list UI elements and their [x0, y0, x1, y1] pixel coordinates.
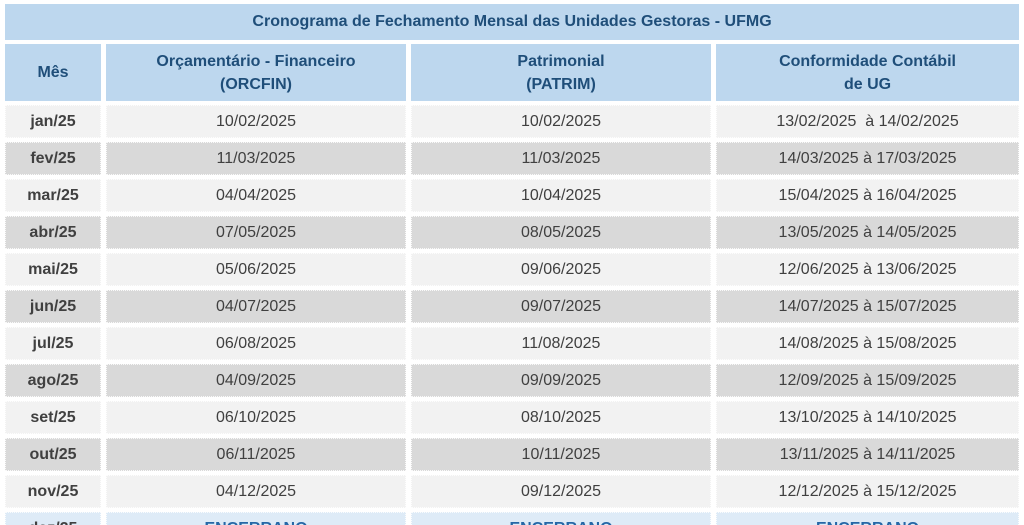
orcfin-cell: 05/06/2025	[106, 253, 406, 286]
conformidade-cell: 13/10/2025 à 14/10/2025	[716, 401, 1020, 434]
table-title: Cronograma de Fechamento Mensal das Unid…	[5, 4, 1020, 40]
column-header-patrim-line2: (PATRIM)	[526, 75, 596, 93]
month-cell: abr/25	[5, 216, 101, 249]
month-cell: nov/25	[5, 475, 101, 508]
conformidade-cell: 14/08/2025 à 15/08/2025	[716, 327, 1020, 360]
orcfin-cell: 06/08/2025	[106, 327, 406, 360]
patrim-cell: 11/03/2025	[411, 142, 711, 175]
table-row-mai: mai/25 05/06/2025 09/06/2025 12/06/2025 …	[5, 253, 1020, 286]
conformidade-cell: 12/06/2025 à 13/06/2025	[716, 253, 1020, 286]
conformidade-cell: 14/03/2025 à 17/03/2025	[716, 142, 1020, 175]
conformidade-cell: 13/02/2025 à 14/02/2025	[716, 105, 1020, 138]
table-row-abr: abr/25 07/05/2025 08/05/2025 13/05/2025 …	[5, 216, 1020, 249]
month-cell: mai/25	[5, 253, 101, 286]
month-cell: mar/25	[5, 179, 101, 212]
conformidade-cell: 15/04/2025 à 16/04/2025	[716, 179, 1020, 212]
month-cell: out/25	[5, 438, 101, 471]
patrim-cell: 10/02/2025	[411, 105, 711, 138]
column-header-orcfin-line2: (ORCFIN)	[220, 75, 292, 93]
table-row-nov: nov/25 04/12/2025 09/12/2025 12/12/2025 …	[5, 475, 1020, 508]
column-header-orcfin: Orçamentário - Financeiro (ORCFIN)	[106, 44, 406, 101]
month-cell: dez/25	[5, 512, 101, 525]
month-cell: set/25	[5, 401, 101, 434]
conformidade-cell: 13/11/2025 à 14/11/2025	[716, 438, 1020, 471]
patrim-cell: 11/08/2025	[411, 327, 711, 360]
month-cell: ago/25	[5, 364, 101, 397]
table-row-ago: ago/25 04/09/2025 09/09/2025 12/09/2025 …	[5, 364, 1020, 397]
orcfin-cell: 04/12/2025	[106, 475, 406, 508]
orcfin-cell: 04/09/2025	[106, 364, 406, 397]
patrim-cell: 08/05/2025	[411, 216, 711, 249]
conformidade-cell: 12/09/2025 à 15/09/2025	[716, 364, 1020, 397]
patrim-cell: 10/11/2025	[411, 438, 711, 471]
column-header-patrim: Patrimonial (PATRIM)	[411, 44, 711, 101]
orcfin-cell: 11/03/2025	[106, 142, 406, 175]
orcfin-cell: 10/02/2025	[106, 105, 406, 138]
conformidade-cell: 14/07/2025 à 15/07/2025	[716, 290, 1020, 323]
header-row: Mês Orçamentário - Financeiro (ORCFIN) P…	[5, 44, 1020, 101]
table-row-set: set/25 06/10/2025 08/10/2025 13/10/2025 …	[5, 401, 1020, 434]
column-header-conformidade-line2: de UG	[843, 75, 892, 93]
patrim-cell: ENCERRANO	[411, 512, 711, 525]
patrim-cell: 10/04/2025	[411, 179, 711, 212]
table-row-jan: jan/25 10/02/2025 10/02/2025 13/02/2025 …	[5, 105, 1020, 138]
month-cell: jun/25	[5, 290, 101, 323]
orcfin-cell: 06/10/2025	[106, 401, 406, 434]
conformidade-cell: ENCERRANO	[716, 512, 1020, 525]
column-header-month-line1: Mês	[37, 64, 69, 81]
patrim-cell: 09/06/2025	[411, 253, 711, 286]
conformidade-cell: 12/12/2025 à 15/12/2025	[716, 475, 1020, 508]
column-header-month: Mês	[5, 44, 101, 101]
month-cell: jan/25	[5, 105, 101, 138]
column-header-conformidade-line1: Conformidade Contábil	[779, 52, 956, 70]
table-row-jun: jun/25 04/07/2025 09/07/2025 14/07/2025 …	[5, 290, 1020, 323]
month-cell: fev/25	[5, 142, 101, 175]
month-cell: jul/25	[5, 327, 101, 360]
orcfin-cell: 07/05/2025	[106, 216, 406, 249]
patrim-cell: 09/07/2025	[411, 290, 711, 323]
conformidade-cell: 13/05/2025 à 14/05/2025	[716, 216, 1020, 249]
table-row-out: out/25 06/11/2025 10/11/2025 13/11/2025 …	[5, 438, 1020, 471]
patrim-cell: 08/10/2025	[411, 401, 711, 434]
table-row-dez: dez/25 ENCERRANO ENCERRANO ENCERRANO	[5, 512, 1020, 525]
table-row-jul: jul/25 06/08/2025 11/08/2025 14/08/2025 …	[5, 327, 1020, 360]
title-row: Cronograma de Fechamento Mensal das Unid…	[5, 4, 1020, 40]
table-row-fev: fev/25 11/03/2025 11/03/2025 14/03/2025 …	[5, 142, 1020, 175]
orcfin-cell: 04/07/2025	[106, 290, 406, 323]
column-header-patrim-line1: Patrimonial	[517, 52, 605, 70]
column-header-orcfin-line1: Orçamentário - Financeiro	[156, 52, 356, 70]
orcfin-cell: 06/11/2025	[106, 438, 406, 471]
orcfin-cell: ENCERRANO	[106, 512, 406, 525]
column-header-conformidade: Conformidade Contábil de UG	[716, 44, 1020, 101]
patrim-cell: 09/09/2025	[411, 364, 711, 397]
patrim-cell: 09/12/2025	[411, 475, 711, 508]
orcfin-cell: 04/04/2025	[106, 179, 406, 212]
table-row-mar: mar/25 04/04/2025 10/04/2025 15/04/2025 …	[5, 179, 1020, 212]
